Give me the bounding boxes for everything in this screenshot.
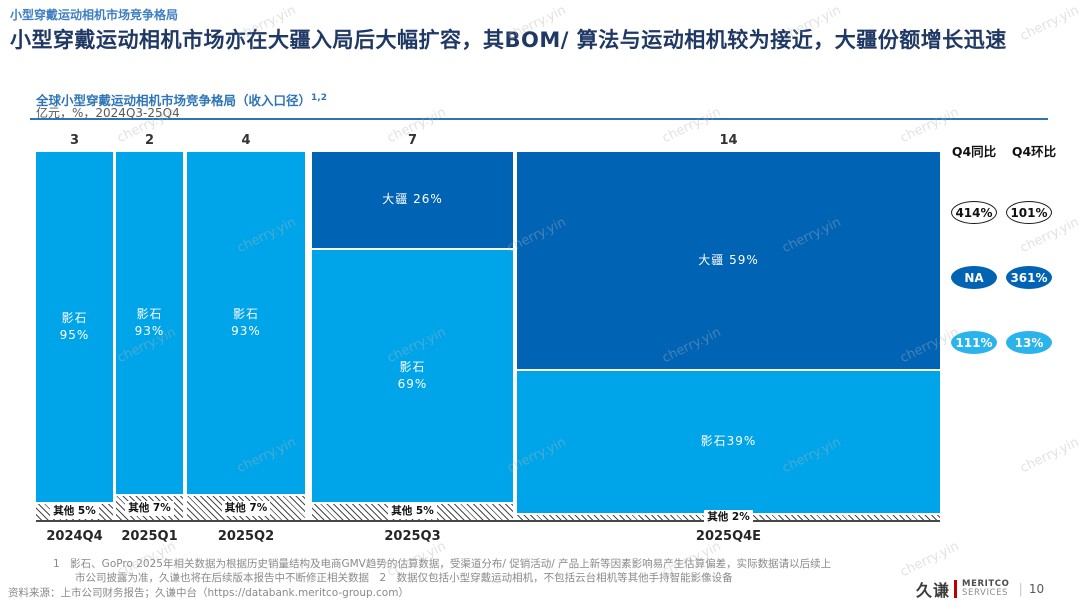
- mekko-column: 2 影石 93% 其他 7% 2025Q1: [116, 133, 183, 545]
- comparison-row-total: 414% 101%: [951, 201, 1052, 224]
- other-chip-label: 其他 5%: [388, 504, 437, 520]
- segment-other: 其他 5%: [36, 501, 113, 520]
- column-total-value: 4: [241, 133, 251, 148]
- mekko-column: 4 影石 93% 其他 7% 2025Q2: [187, 133, 305, 545]
- segment-label: 93%: [231, 324, 261, 339]
- segment-label: 影石39%: [700, 434, 757, 449]
- segment-other: 其他 7%: [187, 494, 305, 520]
- segment-insta: 影石 93%: [187, 152, 305, 495]
- column-total-value: 7: [407, 133, 418, 148]
- segment-label: 影石: [399, 359, 426, 374]
- comparison-row-dji: NA 361%: [951, 266, 1052, 289]
- x-axis-category-label: 2025Q3: [384, 529, 441, 544]
- mekko-column: 14 大疆 59% 影石39% 其他 2% 2025Q4E: [517, 133, 940, 545]
- segment-other: 其他 2%: [517, 509, 940, 525]
- x-axis-category-label: 2025Q1: [121, 529, 178, 544]
- logo-red-bar: [954, 580, 958, 598]
- column-stack: 大疆 26% 影石 69% 其他 5%: [312, 152, 513, 520]
- x-axis-line: [36, 520, 940, 522]
- chart-subtitle-text: 全球小型穿戴运动相机市场竞争格局（收入口径）: [36, 93, 312, 108]
- column-stack: 影石 93% 其他 7%: [116, 152, 183, 520]
- comparison-headers: Q4同比 Q4环比: [948, 141, 1060, 160]
- chart-units: 亿元，%，2024Q3-25Q4: [36, 106, 180, 120]
- page-title: 小型穿戴运动相机市场亦在大疆入局后大幅扩容，其BOM/ 算法与运动相机较为接近，…: [10, 28, 1007, 52]
- segment-dji: 大疆 26%: [312, 152, 513, 248]
- badge-dji-yoy: NA: [951, 266, 997, 289]
- watermark-text: cherry.yin: [1017, 434, 1080, 477]
- segment-other: 其他 7%: [116, 494, 183, 520]
- chart-subtitle-footnote-marker: 1,2: [311, 92, 327, 103]
- other-chip-label: 其他 2%: [704, 509, 753, 525]
- comparison-row-insta: 111% 13%: [951, 331, 1052, 354]
- badge-insta-yoy: 111%: [951, 331, 997, 354]
- segment-dji: 大疆 59%: [517, 152, 940, 370]
- logo-divider: |: [1018, 581, 1023, 597]
- footnote-line-2: 市公司披露为准，久谦也将在后续版本报告中不断修正相关数据 2 数据仅包括小型穿戴…: [75, 572, 733, 584]
- logo-en-line2: SERVICES: [962, 588, 1009, 598]
- comparison-header-yoy: Q4同比: [951, 144, 997, 159]
- logo-cn-text: 久谦: [916, 581, 951, 600]
- mekko-chart: 3 影石 95% 其他 5% 2024Q4 2 影石 93% 其他 7% 2025Q1 4 影石 93%…: [36, 133, 940, 545]
- badge-dji-qoq: 361%: [1006, 266, 1052, 289]
- badge-total-qoq: 101%: [1006, 201, 1052, 224]
- column-total-value: 3: [69, 133, 80, 148]
- column-stack: 影石 93% 其他 7%: [187, 152, 305, 520]
- segment-label: 影石: [61, 310, 88, 325]
- segment-label: 大疆 26%: [382, 192, 443, 207]
- segment-label: 69%: [397, 376, 428, 391]
- segment-insta: 影石 95%: [36, 152, 113, 502]
- other-chip-label: 其他 7%: [221, 500, 271, 516]
- page-number: 10: [1028, 582, 1045, 596]
- segment-label: 大疆 59%: [698, 253, 759, 268]
- logo: 久谦 MERITCO SERVICES | 10: [916, 577, 1045, 601]
- badge-insta-qoq: 13%: [1006, 331, 1052, 354]
- kicker: 小型穿戴运动相机市场竞争格局: [10, 8, 179, 22]
- x-axis-category-label: 2025Q4E: [695, 529, 762, 544]
- other-chip-label: 其他 7%: [125, 500, 174, 516]
- segment-label: 95%: [59, 327, 90, 342]
- segment-other: 其他 5%: [312, 501, 513, 520]
- footnote-line-1: 1 影石、GoPro 2025年相关数据为根据历史销量结构及电商GMV趋势的估算…: [53, 558, 832, 570]
- source-line: 资料来源：上市公司财务报告；久谦中台（https://databank.meri…: [8, 587, 409, 599]
- mekko-column: 7 大疆 26% 影石 69% 其他 5% 2025Q3: [312, 133, 513, 545]
- segment-label: 影石: [232, 307, 259, 322]
- logo-en-text: MERITCO SERVICES: [962, 580, 1009, 598]
- logo-en-line1: MERITCO: [962, 579, 1010, 589]
- header-rule: [30, 118, 1048, 120]
- column-total-value: 14: [719, 133, 738, 148]
- chart-subtitle: 全球小型穿戴运动相机市场竞争格局（收入口径）1,2: [36, 90, 327, 109]
- segment-insta: 影石 93%: [116, 152, 183, 495]
- column-total-value: 2: [144, 133, 155, 148]
- x-axis-category-label: 2025Q2: [217, 529, 275, 544]
- column-stack: 影石 95% 其他 5%: [36, 152, 113, 520]
- watermark-text: cherry.yin: [897, 538, 962, 581]
- badge-total-yoy: 414%: [951, 201, 997, 224]
- segment-insta: 影石 69%: [312, 247, 513, 502]
- comparison-header-qoq: Q4环比: [1011, 144, 1057, 159]
- mekko-column: 3 影石 95% 其他 5% 2024Q4: [36, 133, 113, 545]
- column-stack: 大疆 59% 影石39% 其他 2%: [517, 152, 940, 525]
- other-chip-label: 其他 5%: [50, 504, 99, 520]
- segment-insta: 影石39%: [517, 369, 940, 513]
- segment-label: 93%: [134, 324, 165, 339]
- segment-label: 影石: [136, 307, 163, 322]
- x-axis-category-label: 2024Q4: [46, 529, 103, 544]
